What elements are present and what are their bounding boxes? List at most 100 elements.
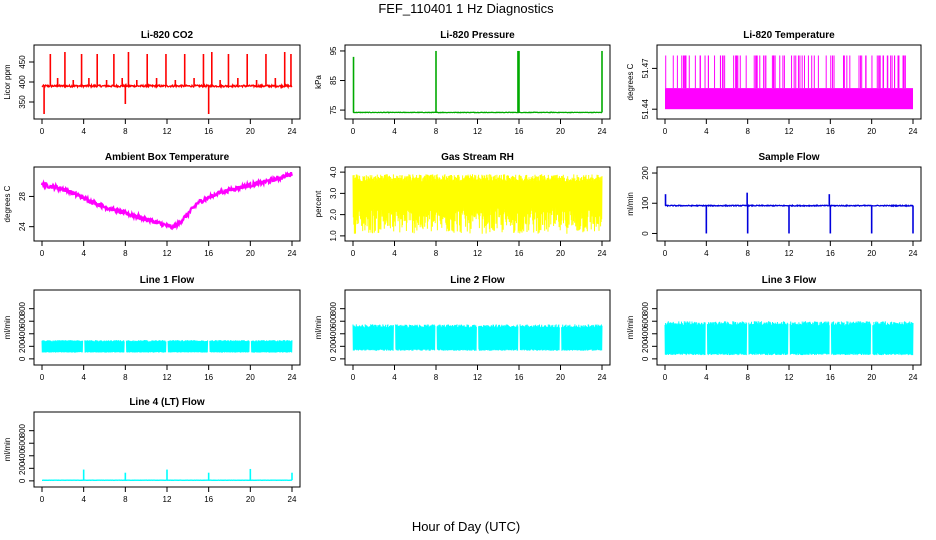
x-tick-label: 12 [785, 373, 794, 382]
x-tick-label: 24 [598, 249, 607, 258]
y-tick-label: 400 [641, 327, 650, 341]
y-tick-label: 85 [329, 76, 338, 85]
y-tick-label: 800 [329, 301, 338, 315]
y-tick-label: 600 [641, 314, 650, 328]
series-band [41, 339, 293, 353]
x-tick-label: 4 [704, 127, 709, 136]
panel-title: Gas Stream RH [441, 152, 514, 163]
y-tick-label: 2.0 [329, 209, 338, 221]
x-tick-label: 20 [867, 373, 876, 382]
x-tick-label: 4 [81, 249, 86, 258]
series-band [352, 324, 603, 351]
y-axis-label: ml/min [3, 438, 12, 462]
x-tick-label: 4 [704, 373, 709, 382]
y-tick-label: 600 [18, 314, 27, 328]
y-tick-label: 200 [18, 339, 27, 353]
x-tick-label: 16 [826, 373, 835, 382]
x-tick-label: 20 [867, 249, 876, 258]
panel-title: Li-820 Pressure [440, 30, 515, 41]
panel-title: Line 2 Flow [450, 275, 505, 286]
x-tick-label: 16 [826, 249, 835, 258]
chart-panel-4: 0 4 8 12 16 20 24 24 28 Ambient Box Temperature de… [3, 152, 301, 258]
x-tick-label: 0 [663, 249, 668, 258]
x-tick-label: 24 [598, 127, 607, 136]
x-tick-label: 12 [163, 495, 172, 504]
y-tick-label: 0 [18, 356, 27, 361]
x-tick-label: 8 [123, 495, 128, 504]
y-tick-label: 200 [641, 166, 650, 180]
x-tick-label: 12 [163, 249, 172, 258]
figure-title: FEF_110401 1 Hz Diagnostics [378, 1, 554, 16]
plot-frame [33, 289, 301, 366]
x-tick-label: 24 [598, 373, 607, 382]
y-axis-label: degrees C [3, 185, 12, 222]
x-tick-label: 0 [40, 127, 45, 136]
panel-title: Line 3 Flow [762, 275, 817, 286]
x-tick-label: 20 [246, 373, 255, 382]
x-tick-label: 8 [123, 373, 128, 382]
x-tick-label: 20 [246, 495, 255, 504]
x-tick-label: 4 [81, 127, 86, 136]
panel-title: Line 1 Flow [140, 275, 195, 286]
y-tick-label: 100 [641, 196, 650, 210]
y-tick-label: 0 [641, 356, 650, 361]
y-tick-label: 400 [18, 327, 27, 341]
x-tick-label: 0 [351, 127, 356, 136]
x-tick-label: 0 [663, 127, 668, 136]
x-tick-label: 4 [392, 127, 397, 136]
series-band [352, 174, 603, 234]
x-tick-label: 24 [288, 127, 297, 136]
chart-panel-6: 0 4 8 12 16 20 24 0 100 200 Sample Flow ml/min [626, 152, 922, 258]
x-tick-label: 20 [246, 127, 255, 136]
y-axis-label: percent [314, 190, 323, 217]
y-tick-label: 200 [641, 339, 650, 353]
x-tick-label: 20 [556, 249, 565, 258]
x-tick-label: 24 [909, 249, 918, 258]
series-band [664, 321, 914, 356]
y-tick-label: 400 [18, 449, 27, 463]
y-tick-label: 600 [18, 436, 27, 450]
plot-frame [344, 44, 611, 120]
x-tick-label: 4 [704, 249, 709, 258]
series-line [352, 111, 602, 114]
y-axis-label: ml/min [314, 316, 323, 340]
x-tick-label: 8 [434, 373, 439, 382]
x-tick-label: 0 [40, 495, 45, 504]
panel-title: Ambient Box Temperature [105, 152, 230, 163]
panel-title: Li-820 Temperature [743, 30, 835, 41]
y-tick-label: 0 [641, 231, 650, 236]
y-tick-label: 24 [18, 222, 27, 231]
x-tick-label: 8 [745, 127, 750, 136]
y-axis-label: ml/min [3, 316, 12, 340]
x-tick-label: 12 [785, 249, 794, 258]
panel-title: Sample Flow [758, 152, 819, 163]
y-tick-label: 0 [18, 478, 27, 483]
y-tick-label: 4.0 [329, 166, 338, 178]
y-tick-label: 75 [329, 105, 338, 114]
x-tick-label: 24 [909, 373, 918, 382]
y-tick-label: 0 [329, 356, 338, 361]
x-tick-label: 8 [434, 127, 439, 136]
y-axis-label: degrees C [626, 63, 635, 100]
x-tick-label: 16 [826, 127, 835, 136]
y-tick-label: 400 [18, 75, 27, 89]
y-tick-label: 28 [18, 191, 27, 200]
x-tick-label: 16 [515, 249, 524, 258]
x-tick-label: 0 [351, 249, 356, 258]
series-band [665, 88, 913, 110]
x-tick-label: 0 [40, 249, 45, 258]
x-tick-label: 12 [473, 249, 482, 258]
x-tick-label: 20 [556, 373, 565, 382]
x-tick-label: 24 [909, 127, 918, 136]
x-tick-label: 16 [204, 373, 213, 382]
x-tick-label: 20 [556, 127, 565, 136]
x-tick-label: 4 [392, 373, 397, 382]
y-tick-label: 350 [18, 95, 27, 109]
chart-panel-2: 0 4 8 12 16 20 24 75 85 95 Li-820 Pressure kPa [314, 30, 611, 136]
y-tick-label: 600 [329, 314, 338, 328]
panel-title: Line 4 (LT) Flow [129, 397, 205, 408]
x-tick-label: 0 [663, 373, 668, 382]
x-tick-label: 16 [515, 373, 524, 382]
